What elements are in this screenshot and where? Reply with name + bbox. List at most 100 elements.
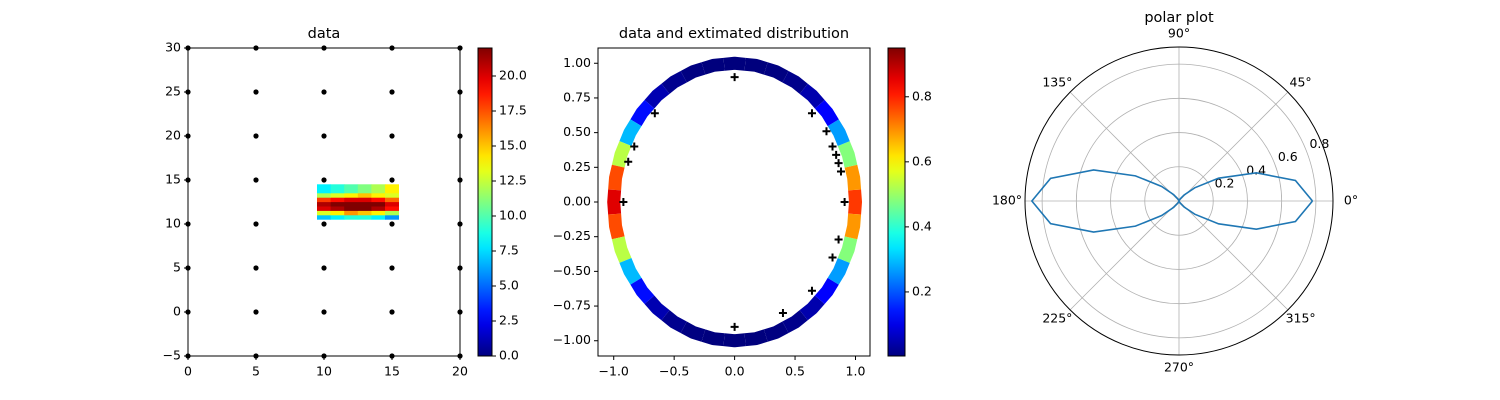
data-cross (836, 167, 845, 176)
data-point (253, 265, 259, 271)
data-point (253, 221, 259, 227)
x-tick-label: 15 (384, 364, 400, 379)
theta-grid-line (1069, 200, 1180, 311)
ring-segment (723, 333, 746, 348)
data-cross (730, 322, 739, 331)
data-point (389, 177, 395, 183)
data-point (321, 265, 327, 271)
data-cross (834, 235, 843, 244)
ring-segment (744, 329, 768, 347)
colorbar (887, 47, 906, 357)
ring-segment (619, 119, 642, 147)
theta-tick-label: 0° (1344, 193, 1358, 208)
data-point (389, 89, 395, 95)
data-point (253, 133, 259, 139)
ring-segment (661, 310, 687, 334)
data-cross (822, 127, 831, 136)
y-tick-label: −1.00 (553, 332, 591, 347)
data-point (344, 184, 359, 194)
x-tick-label: −0.5 (659, 364, 689, 379)
ring-segment (763, 62, 789, 83)
ring-segment (701, 329, 725, 347)
data-point (321, 177, 327, 183)
data-point (321, 309, 327, 315)
data-point (330, 184, 345, 194)
ring-segment (844, 164, 862, 191)
ring-segment (644, 83, 670, 109)
ring-segment (661, 70, 687, 94)
x-tick-label: 5 (252, 364, 260, 379)
x-tick-label: 10 (316, 364, 332, 379)
data-cross (619, 198, 628, 206)
ring-segment (799, 295, 825, 321)
y-tick-label: 5 (173, 260, 181, 275)
data-point (385, 184, 399, 194)
ring-segment (630, 277, 655, 305)
colorbar-tick-label: 0.0 (499, 348, 519, 363)
ring-segment (827, 257, 850, 285)
ring-segment (814, 99, 839, 127)
colorbar-tick-label: 7.5 (499, 243, 519, 258)
r-tick-label: 0.8 (1309, 136, 1329, 151)
ring-segment (680, 62, 706, 83)
colorbar-tick-label: 17.5 (499, 103, 527, 118)
y-tick-label: 15 (165, 172, 181, 187)
data-cross (807, 109, 816, 118)
y-tick-label: 0.50 (563, 124, 591, 139)
data-point (389, 265, 395, 271)
ring-segment (799, 83, 825, 109)
data-point (357, 184, 372, 194)
data-cross (650, 109, 659, 118)
ring-segment (611, 236, 632, 263)
data-point (253, 89, 259, 95)
colorbar-tick-label: 15.0 (499, 138, 527, 153)
data-cross (840, 198, 849, 206)
ring-segment (827, 119, 850, 147)
ring-segment (782, 310, 808, 334)
ring-segment (607, 189, 622, 215)
theta-tick-label: 45° (1290, 74, 1312, 89)
x-tick-label: 0.0 (725, 364, 745, 379)
ring-segment (763, 321, 789, 342)
theta-tick-label: 270° (1164, 360, 1194, 375)
chart-title: polar plot (1144, 10, 1214, 26)
theta-tick-label: 90° (1168, 26, 1190, 41)
theta-tick-label: 180° (992, 193, 1022, 208)
y-tick-label: 0 (173, 304, 181, 319)
colorbar-tick-label: 2.5 (499, 313, 519, 328)
colorbar (477, 47, 493, 357)
colorbar-tick-label: 20.0 (499, 68, 527, 83)
chart-title: data and extimated distribution (619, 26, 849, 42)
data-cross (828, 142, 837, 151)
ring-segment (608, 213, 625, 240)
ring-segment (608, 164, 625, 191)
x-tick-label: 1.0 (846, 364, 866, 379)
y-tick-label: −0.50 (553, 263, 591, 278)
ring-segment (701, 57, 725, 75)
ring-segment (814, 277, 839, 305)
theta-tick-label: 315° (1286, 311, 1316, 326)
data-point (389, 133, 395, 139)
colorbar-tick-label: 0.8 (912, 88, 932, 103)
theta-grid-line (1178, 91, 1289, 202)
ring-segment (837, 141, 858, 168)
data-point (321, 133, 327, 139)
data-point (389, 221, 395, 227)
data-cross (778, 308, 787, 317)
data-cross (624, 157, 633, 166)
ring-segment (782, 70, 808, 94)
colorbar-tick-label: 0.4 (912, 218, 932, 233)
data-point (321, 221, 327, 227)
ring-segment (837, 236, 858, 263)
y-tick-label: 0.00 (563, 194, 591, 209)
r-tick-label: 0.6 (1278, 149, 1298, 164)
colorbar-tick-label: 0.2 (912, 283, 932, 298)
y-tick-label: 0.25 (563, 159, 591, 174)
data-point (389, 309, 395, 315)
data-point (371, 184, 386, 194)
r-tick-label: 0.2 (1215, 175, 1235, 190)
data-point (253, 177, 259, 183)
x-tick-label: 0 (184, 364, 192, 379)
theta-tick-label: 225° (1042, 311, 1072, 326)
